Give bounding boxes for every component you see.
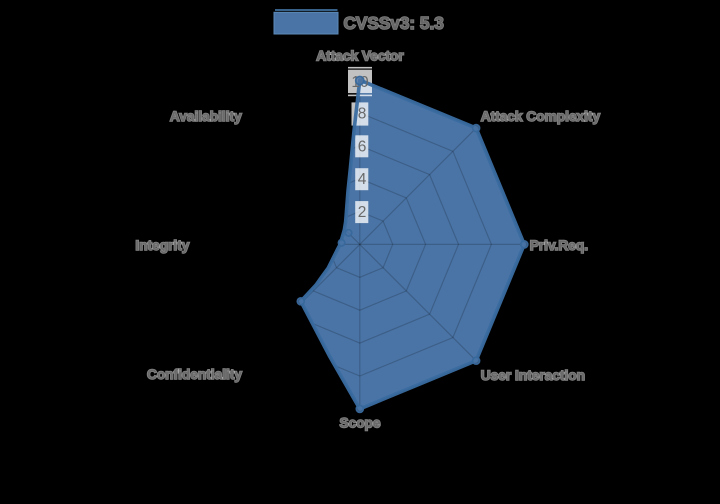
svg-text:6: 6: [358, 138, 367, 155]
svg-text:Integrity: Integrity: [135, 238, 189, 253]
svg-text:Availability: Availability: [170, 109, 242, 124]
svg-text:2: 2: [358, 204, 367, 221]
svg-text:Confidentiality: Confidentiality: [147, 367, 242, 382]
svg-text:User Interaction: User Interaction: [481, 368, 585, 383]
svg-text:Attack Complexity: Attack Complexity: [481, 109, 601, 124]
svg-text:8: 8: [358, 105, 367, 122]
svg-text:4: 4: [358, 171, 367, 188]
svg-text:Scope: Scope: [339, 416, 380, 431]
svg-text:CVSSv3: 5.3: CVSSv3: 5.3: [344, 13, 444, 33]
svg-text:Priv.Req.: Priv.Req.: [530, 238, 588, 253]
svg-text:Attack Vector: Attack Vector: [316, 49, 404, 64]
